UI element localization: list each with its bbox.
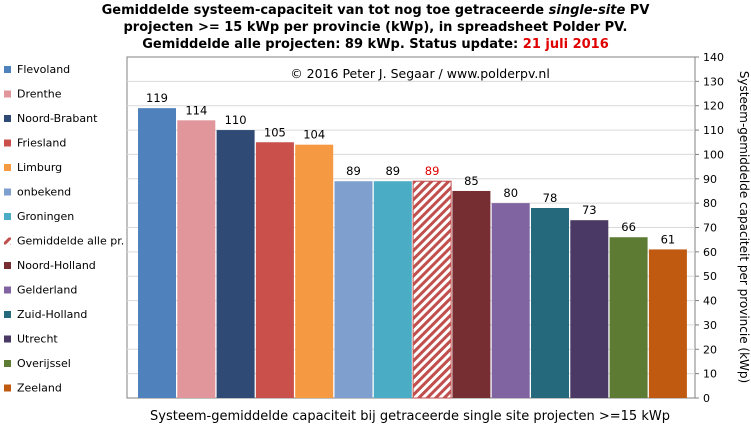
bar-value-label: 89 <box>425 164 440 178</box>
y-tick-label: 70 <box>703 222 717 235</box>
bar-value-label: 73 <box>582 203 597 217</box>
bar-value-label: 110 <box>225 113 247 127</box>
bar <box>138 108 176 399</box>
status-date: 21 juli 2016 <box>522 37 609 52</box>
legend-swatch <box>4 164 11 171</box>
legend-entry: Friesland <box>17 137 66 150</box>
y-tick-label: 110 <box>703 124 724 137</box>
y-tick-label: 0 <box>703 392 710 405</box>
bar-value-label: 61 <box>661 232 676 246</box>
y-tick-label: 40 <box>703 295 717 308</box>
title-line-2: projecten >= 15 kWp per provincie (kWp),… <box>123 20 628 35</box>
legend-swatch <box>4 286 11 294</box>
title-line-3-text: Gemiddelde alle projecten: 89 kWp. Statu… <box>142 37 523 52</box>
bar-value-label: 78 <box>543 191 558 205</box>
legend-entry: Drenthe <box>17 88 62 101</box>
legend-entry: Gemiddelde alle pr. <box>17 235 124 248</box>
legend-entry: Zuid-Holland <box>17 308 87 321</box>
x-axis-label: Systeem-gemiddelde capaciteit bij getrac… <box>150 409 670 424</box>
title-line-1: Gemiddelde systeem-capaciteit van tot no… <box>0 2 751 19</box>
bar <box>491 203 530 398</box>
title-line-1-tail: PV <box>625 3 650 18</box>
legend-swatch <box>4 384 11 392</box>
legend-swatch <box>4 188 11 196</box>
bar-value-label: 104 <box>303 128 325 142</box>
y-tick-label: 140 <box>703 51 724 64</box>
legend-swatch <box>4 237 11 245</box>
legend-entry: Zeeland <box>17 382 62 395</box>
y-tick-label: 60 <box>703 246 717 259</box>
bar-value-label: 119 <box>146 91 168 105</box>
legend-swatch <box>4 66 11 73</box>
legend-swatch <box>4 335 11 343</box>
legend-entry: Noord-Brabant <box>17 112 98 125</box>
legend: Flevoland Drenthe Noord-Brabant Friesland Li… <box>4 63 124 395</box>
bar-value-label: 114 <box>185 103 207 117</box>
legend-entry: Noord-Holland <box>17 259 96 272</box>
legend-entry: Overijssel <box>17 357 71 370</box>
title-line-3: Gemiddelde alle projecten: 89 kWp. Statu… <box>0 36 751 53</box>
legend-swatch <box>4 213 11 220</box>
legend-swatch <box>4 139 11 147</box>
bar-value-label: 89 <box>346 164 361 178</box>
title-emphasis: single-site <box>548 3 626 18</box>
bar <box>452 190 491 398</box>
y-tick-label: 90 <box>703 173 717 186</box>
legend-entry: Groningen <box>17 210 74 223</box>
bar <box>295 144 334 398</box>
legend-entry: Gelderland <box>17 284 77 297</box>
legend-swatch <box>4 360 11 367</box>
y-tick-label: 50 <box>703 270 717 283</box>
y-tick-label: 20 <box>703 343 717 356</box>
y-tick-label: 10 <box>703 368 717 381</box>
title-line-1-text: Gemiddelde systeem-capaciteit van tot no… <box>101 3 549 18</box>
legend-entry: Utrecht <box>17 333 58 346</box>
bar <box>373 181 412 398</box>
legend-swatch <box>4 311 11 318</box>
bar-value-label: 85 <box>464 174 479 188</box>
bar-value-label: 80 <box>503 186 518 200</box>
bar <box>609 237 648 398</box>
bar-labels: 119 114 110 105 104 89 89 89 85 80 78 73 66 61 <box>146 91 675 246</box>
bar <box>216 130 255 399</box>
bar-value-label: 66 <box>621 220 636 234</box>
chart-title: Gemiddelde systeem-capaciteit van tot no… <box>0 2 751 53</box>
y-axis-label: Systeem-gemiddelde capaciteit per provin… <box>737 71 751 383</box>
y-axis-ticks: 0 10 20 30 40 50 60 70 80 90 100 110 120 130 140 <box>695 51 724 405</box>
bar <box>570 220 609 398</box>
legend-entry: Flevoland <box>17 63 70 76</box>
legend-swatch <box>4 115 11 122</box>
bar-value-label: 89 <box>385 164 400 178</box>
y-tick-label: 80 <box>703 197 717 210</box>
bar <box>334 181 373 398</box>
legend-swatch <box>4 262 11 269</box>
legend-entry: onbekend <box>17 186 71 199</box>
legend-entry: Limburg <box>17 161 62 174</box>
bar <box>412 180 452 399</box>
bar <box>531 208 569 398</box>
copyright-text: © 2016 Peter J. Segaar / www.polderpv.nl <box>290 66 550 81</box>
bar <box>648 249 687 398</box>
y-tick-label: 130 <box>703 75 724 88</box>
y-tick-label: 100 <box>703 148 724 161</box>
bar <box>255 142 294 398</box>
bar <box>177 120 216 398</box>
y-tick-label: 120 <box>703 100 724 113</box>
legend-swatch <box>4 90 11 98</box>
bars <box>138 108 687 399</box>
bar-value-label: 105 <box>264 125 286 139</box>
y-tick-label: 30 <box>703 319 717 332</box>
